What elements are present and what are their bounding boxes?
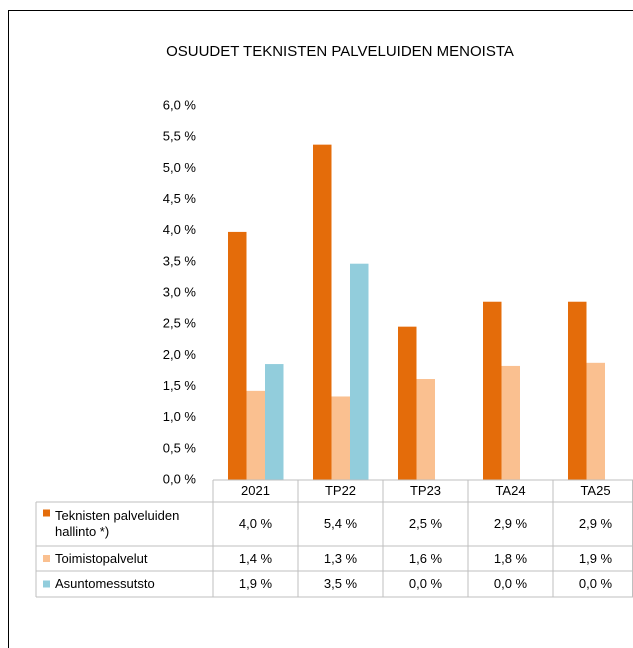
y-tick-label: 3,5 % xyxy=(163,253,197,268)
table-value: 2,5 % xyxy=(408,516,443,531)
table-value: 1,8 % xyxy=(493,550,528,566)
y-tick-label: 1,0 % xyxy=(163,409,197,424)
legend-label: Teknisten palveluiden hallinto *) xyxy=(55,508,180,539)
x-tick-label: TP22 xyxy=(324,483,357,498)
bar xyxy=(313,144,332,480)
chart-title: OSUUDET TEKNISTEN PALVELUIDEN MENOISTA xyxy=(166,43,514,60)
bar xyxy=(586,362,605,480)
y-tick-label: 2,0 % xyxy=(163,347,197,362)
bar xyxy=(246,390,265,480)
table-value: 2,9 % xyxy=(578,516,613,531)
table-value: 3,5 % xyxy=(323,576,358,591)
legend-label: Asuntomessutsto xyxy=(55,576,155,591)
table-value: 1,4 % xyxy=(238,550,273,566)
table-value: 2,9 % xyxy=(493,516,528,531)
table-value: 1,3 % xyxy=(323,550,358,566)
table-value: 1,9 % xyxy=(238,576,273,591)
y-tick-label: 1,5 % xyxy=(163,378,197,393)
y-tick-label: 3,0 % xyxy=(163,284,197,299)
y-tick-label: 2,5 % xyxy=(163,316,197,331)
table-value: 0,0 % xyxy=(408,576,443,591)
bar xyxy=(350,263,369,480)
y-tick-label: 0,0 % xyxy=(163,471,197,486)
bar xyxy=(483,301,502,480)
bar xyxy=(416,379,435,480)
bar xyxy=(228,231,247,480)
y-tick-label: 6,0 % xyxy=(163,97,197,112)
bar xyxy=(331,396,350,480)
table-value: 1,6 % xyxy=(408,550,443,566)
bar xyxy=(265,364,284,480)
y-tick-label: 4,5 % xyxy=(163,191,197,206)
x-tick-label: TP23 xyxy=(409,483,442,498)
legend-label: Toimistopalvelut xyxy=(55,550,148,566)
bar xyxy=(398,326,417,480)
table-value: 5,4 % xyxy=(323,516,358,531)
y-tick-label: 5,5 % xyxy=(163,129,197,144)
y-tick-label: 4,0 % xyxy=(163,222,197,237)
legend-swatch xyxy=(43,555,50,562)
x-tick-label: TA24 xyxy=(495,483,526,498)
legend-swatch xyxy=(43,509,50,517)
legend-swatch xyxy=(43,580,50,588)
table-value: 1,9 % xyxy=(578,550,613,566)
bar xyxy=(568,301,587,480)
chart-frame xyxy=(8,10,633,648)
table-value: 4,0 % xyxy=(238,516,273,531)
table-value: 0,0 % xyxy=(493,576,528,591)
y-tick-label: 5,0 % xyxy=(163,160,197,175)
x-tick-label: TA25 xyxy=(580,483,611,498)
bar xyxy=(501,365,520,480)
table-value: 0,0 % xyxy=(578,576,613,591)
y-tick-label: 0,5 % xyxy=(163,440,197,455)
x-tick-label: 2021 xyxy=(241,483,270,498)
